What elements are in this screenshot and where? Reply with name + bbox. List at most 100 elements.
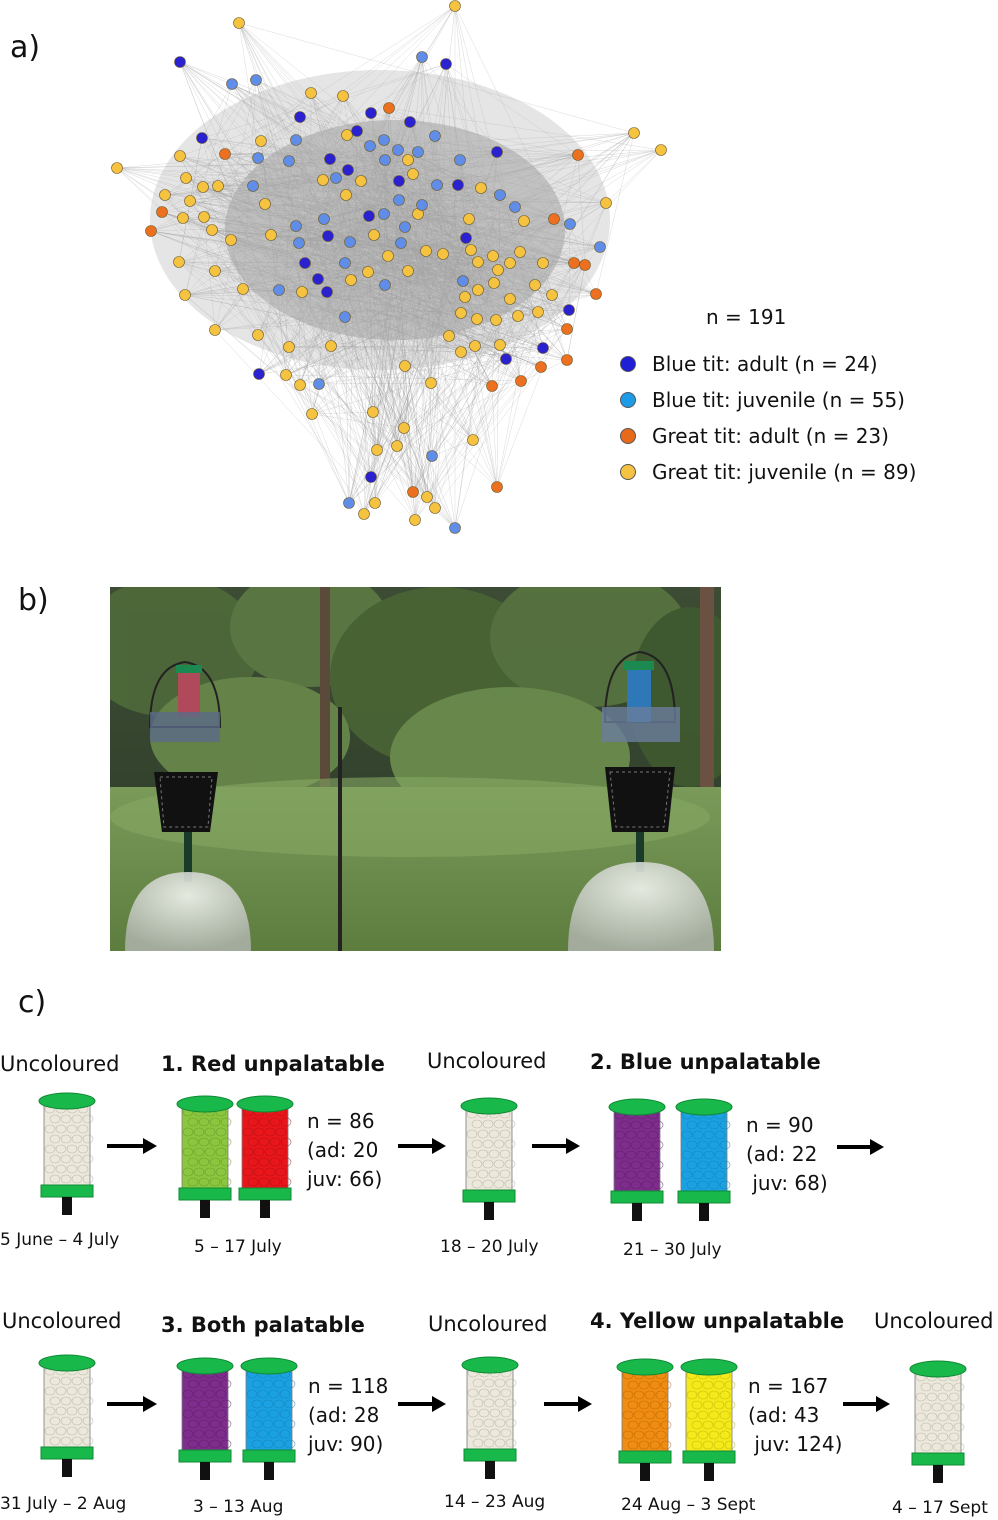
network-edge [203, 216, 259, 336]
network-node [305, 87, 317, 99]
network-node [318, 213, 330, 225]
network-node [219, 148, 231, 160]
stage-title: Uncoloured [427, 1049, 547, 1073]
network-node [197, 181, 209, 193]
network-node [252, 329, 264, 341]
network-node [296, 286, 308, 298]
network-node [561, 323, 573, 335]
network-node [393, 194, 405, 206]
network-node [455, 307, 467, 319]
legend-total: n = 191 [706, 305, 787, 329]
network-node [491, 481, 503, 493]
network-edge [285, 374, 313, 415]
network-node [391, 440, 403, 452]
network-edge [311, 411, 374, 415]
network-edge [363, 411, 374, 515]
network-edge [388, 107, 662, 151]
feeder-timeline [38, 1092, 967, 1483]
sequence-arrow [398, 1396, 446, 1412]
sequence-arrow [843, 1396, 890, 1412]
network-edge [203, 216, 216, 331]
network-node [365, 107, 377, 119]
legend-item-great-juvenile: Great tit: juvenile (n = 89) [620, 460, 916, 484]
network-edge [178, 261, 474, 441]
sequence-arrow [837, 1139, 884, 1155]
network-edge [496, 154, 579, 488]
network-edge [517, 293, 597, 317]
stage-sample-size: n = 167 (ad: 43 juv: 124) [748, 1374, 843, 1456]
network-node [283, 155, 295, 167]
legend-dot-blue-juvenile [620, 392, 636, 408]
legend-item-great-adult: Great tit: adult (n = 23) [620, 424, 889, 448]
network-nodes [111, 0, 667, 534]
network-edge [569, 223, 586, 266]
network-node [465, 244, 477, 256]
legend-item-blue-adult: Blue tit: adult (n = 24) [620, 352, 878, 376]
network-node [509, 201, 521, 213]
network-edge [499, 344, 542, 368]
network-edge [595, 132, 635, 295]
network-edge [179, 63, 447, 157]
network-node [250, 74, 262, 86]
stage-title: Uncoloured [0, 1052, 120, 1076]
network-node [487, 250, 499, 262]
network-node [145, 225, 157, 237]
network-edge [431, 294, 553, 457]
network-node [449, 522, 461, 534]
network-node [364, 140, 376, 152]
stage-title-both-palatable: 3. Both palatable [161, 1313, 365, 1337]
network-node [184, 195, 196, 207]
network-edge [238, 22, 635, 134]
panel-label-a: a) [10, 30, 41, 65]
network-edge [306, 312, 498, 488]
network-node [460, 232, 472, 244]
network-node [259, 198, 271, 210]
network-node [425, 377, 437, 389]
network-edge [202, 83, 233, 188]
network-node [590, 288, 602, 300]
network-node [345, 274, 357, 286]
network-edge [201, 83, 233, 139]
network-node [546, 289, 558, 301]
network-node [463, 213, 475, 225]
network-node [111, 162, 123, 174]
network-node [512, 310, 524, 322]
network-node [174, 150, 186, 162]
network-node [416, 51, 428, 63]
feeder-red [236, 1095, 294, 1218]
network-edge [182, 217, 456, 529]
network-node [306, 408, 318, 420]
network-node [457, 275, 469, 287]
network-node [500, 353, 512, 365]
feeder-green [176, 1095, 234, 1218]
network-edge [318, 358, 507, 385]
network-node [443, 330, 455, 342]
network-edge [285, 323, 329, 376]
network-node [255, 135, 267, 147]
network-edge [568, 223, 571, 311]
network-edge [330, 345, 462, 353]
stage-date: 18 – 20 July [440, 1237, 539, 1257]
network-node [515, 375, 527, 387]
network-node [368, 229, 380, 241]
network-edge [454, 284, 536, 529]
network-node [247, 180, 259, 192]
network-edge [214, 270, 365, 515]
network-edge [460, 312, 498, 488]
network-node [628, 127, 640, 139]
network-edge [260, 92, 312, 142]
sequence-arrow [532, 1138, 580, 1154]
network-edge [426, 328, 568, 498]
network-edge [577, 154, 586, 266]
network-node [492, 264, 504, 276]
network-edge [161, 186, 204, 213]
network-node [472, 256, 484, 268]
network-node [561, 354, 573, 366]
network-node [594, 241, 606, 253]
network-node [313, 378, 325, 390]
network-node [399, 221, 411, 233]
legend-label: Blue tit: adult (n = 24) [652, 352, 878, 376]
network-node [420, 245, 432, 257]
network-node [294, 379, 306, 391]
network-node [283, 341, 295, 353]
